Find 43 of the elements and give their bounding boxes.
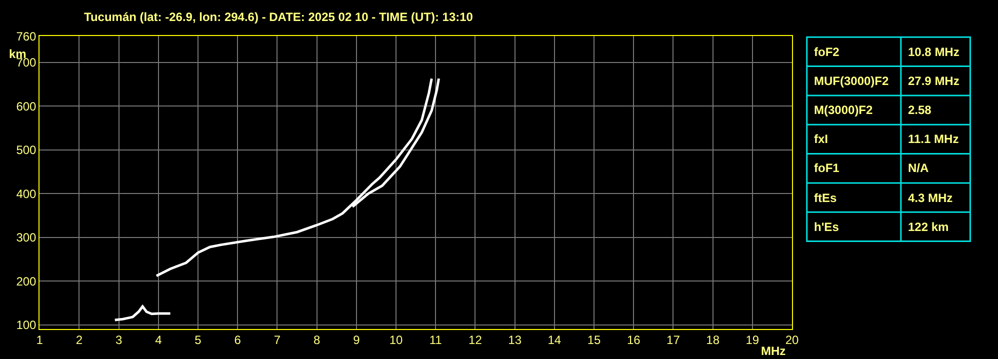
x-tick-label: 14 xyxy=(548,333,562,348)
x-tick-label: 11 xyxy=(429,333,442,348)
text: 4.3 MHz xyxy=(908,191,953,205)
x-tick-label: 15 xyxy=(587,333,602,348)
text: 2.58 xyxy=(908,103,932,117)
x-tick-label: 20 xyxy=(785,333,800,348)
y-tick-label: 300 xyxy=(16,230,37,245)
text: 27.9 MHz xyxy=(908,74,960,88)
text: M(3000)F2 xyxy=(814,103,874,117)
y-tick-label: 400 xyxy=(16,186,37,201)
text: fxI xyxy=(814,132,828,146)
text: 10.8 MHz xyxy=(908,45,960,59)
y-tick-label: 500 xyxy=(16,143,37,158)
text: ftEs xyxy=(814,191,837,205)
x-tick-label: 5 xyxy=(194,333,202,348)
text: h'Es xyxy=(814,220,840,234)
x-tick-label: 19 xyxy=(746,333,760,348)
y-tick-label: 600 xyxy=(16,99,37,114)
x-tick-label: 9 xyxy=(353,333,360,348)
chart-title: Tucumán (lat: -26.9, lon: 294.6) - DATE: 2025 02 10 - TIME (UT): 13:10 xyxy=(84,10,474,24)
y-tick-label: 760 xyxy=(16,29,37,44)
x-tick-label: 17 xyxy=(666,333,680,348)
x-tick-label: 7 xyxy=(274,333,281,348)
y-tick-label: 100 xyxy=(16,318,37,332)
text: foF1 xyxy=(814,161,840,175)
text: 122 km xyxy=(908,220,949,234)
x-tick-label: 10 xyxy=(389,333,404,348)
text: foF2 xyxy=(814,45,840,59)
x-tick-label: 2 xyxy=(76,333,83,348)
x-tick-label: 3 xyxy=(115,333,122,348)
text: MUF(3000)F2 xyxy=(814,74,890,88)
x-tick-label: 8 xyxy=(313,333,320,348)
x-tick-label: 4 xyxy=(155,333,162,348)
text: N/A xyxy=(908,161,929,175)
x-axis-title: MHz xyxy=(761,344,786,358)
x-tick-label: 16 xyxy=(626,333,641,348)
x-tick-label: 6 xyxy=(234,333,242,348)
x-tick-label: 18 xyxy=(706,333,720,348)
x-tick-label: 13 xyxy=(508,333,522,348)
text: 11.1 MHz xyxy=(908,132,959,146)
x-tick-label: 1 xyxy=(36,333,44,348)
y-tick-label: 200 xyxy=(16,274,37,288)
x-tick-label: 12 xyxy=(468,333,482,348)
